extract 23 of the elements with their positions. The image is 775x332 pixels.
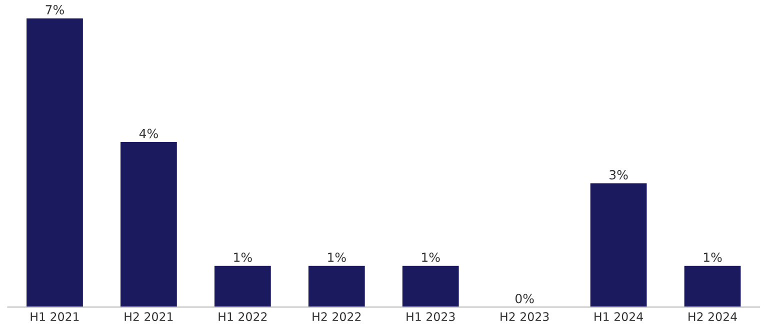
data-label: 1% bbox=[704, 252, 722, 262]
data-label: 4% bbox=[139, 128, 158, 138]
bar bbox=[590, 183, 647, 308]
data-label: 3% bbox=[610, 170, 628, 180]
x-tick-label: H2 2024 bbox=[688, 312, 737, 322]
x-tick-label: H2 2022 bbox=[312, 312, 361, 322]
bar bbox=[402, 266, 459, 308]
data-label: 0% bbox=[515, 294, 534, 304]
data-label: 7% bbox=[46, 4, 64, 14]
bar bbox=[120, 142, 177, 308]
x-tick-label: H2 2023 bbox=[500, 312, 549, 322]
data-label: 1% bbox=[422, 252, 440, 262]
bar bbox=[684, 266, 741, 308]
x-tick-label: H1 2023 bbox=[406, 312, 455, 322]
bar bbox=[26, 18, 83, 308]
x-tick-label: H1 2024 bbox=[594, 312, 643, 322]
x-tick-label: H1 2021 bbox=[30, 312, 79, 322]
x-tick-label: H2 2021 bbox=[124, 312, 173, 322]
x-tick-label: H1 2022 bbox=[218, 312, 267, 322]
data-label: 1% bbox=[328, 252, 346, 262]
data-label: 1% bbox=[234, 252, 252, 262]
bar bbox=[308, 266, 365, 308]
bar bbox=[214, 266, 271, 308]
